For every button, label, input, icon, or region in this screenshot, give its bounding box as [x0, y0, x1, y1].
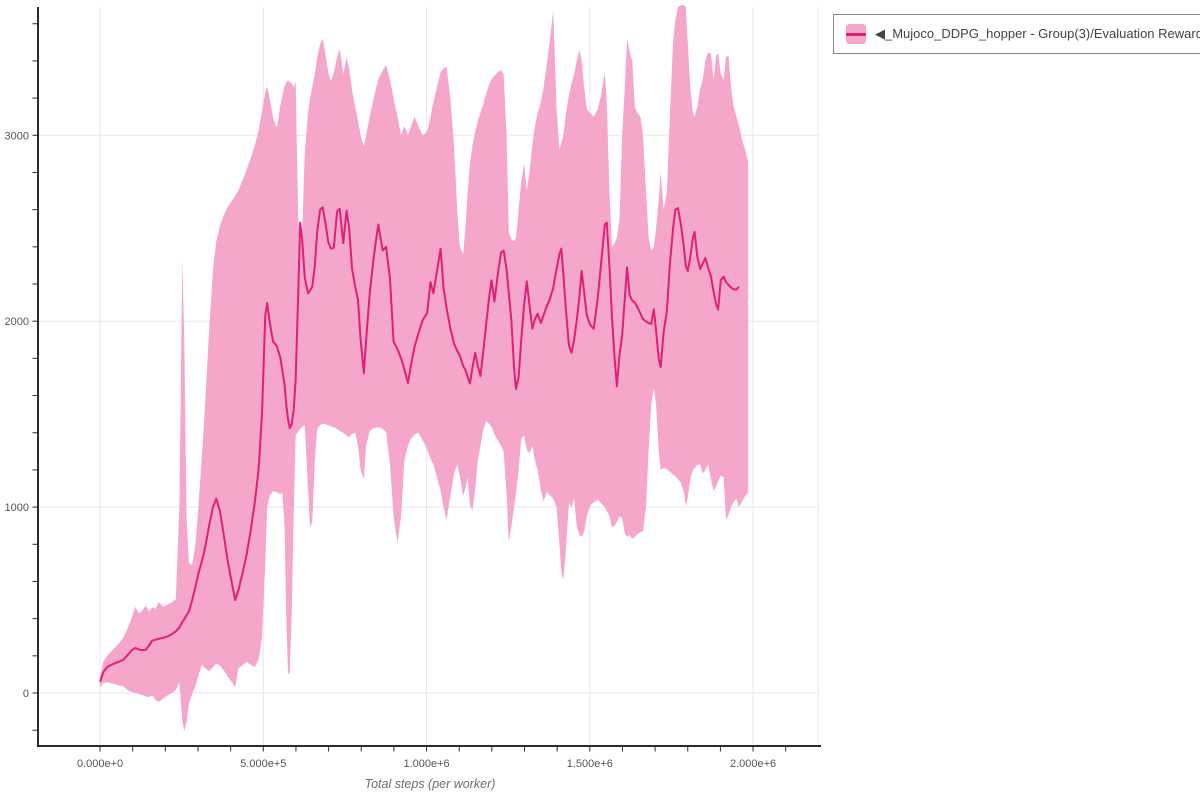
legend[interactable]: ◀_Mujoco_DDPG_hopper - Group(3)/Evaluati… — [833, 14, 1200, 54]
x-tick-label: 2.000e+6 — [730, 758, 776, 770]
y-tick-label: 0 — [23, 688, 29, 700]
confidence-band — [100, 5, 749, 731]
y-tick-label: 1000 — [5, 502, 29, 514]
x-axis-title: Total steps (per worker) — [365, 777, 496, 791]
mean-line[interactable] — [99, 206, 740, 683]
y-tick-label: 2000 — [5, 316, 29, 328]
axis-tick-labels: 0.000e+0 5.000e+5 1.000e+6 1.500e+6 2.000e+6… — [5, 130, 777, 770]
legend-swatch-icon — [846, 24, 866, 44]
x-tick-label: 0.000e+0 — [77, 758, 123, 770]
x-tick-label: 1.000e+6 — [403, 758, 449, 770]
axis-ticks — [32, 23, 787, 752]
legend-series-label: ◀_Mujoco_DDPG_hopper - Group(3)/Evaluati… — [875, 26, 1200, 41]
y-tick-label: 3000 — [5, 130, 29, 142]
x-tick-label: 1.500e+6 — [567, 758, 613, 770]
x-tick-label: 5.000e+5 — [240, 758, 286, 770]
